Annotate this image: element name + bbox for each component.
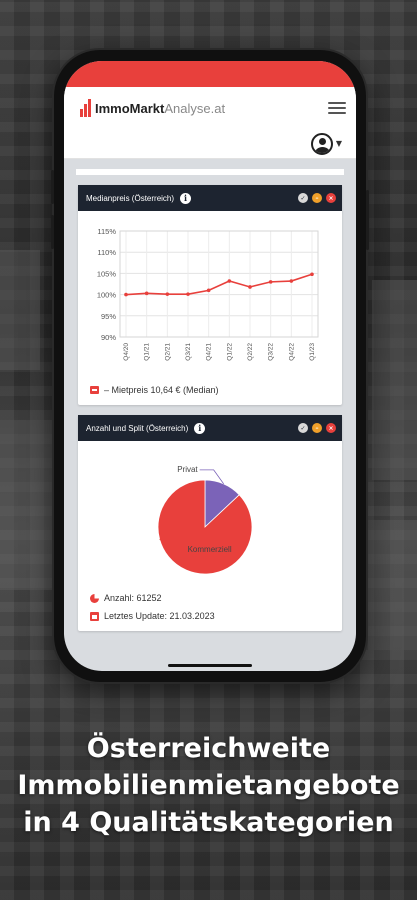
data-point <box>268 280 273 284</box>
count-row: Anzahl: 61252 <box>90 589 330 607</box>
card-controls: ✓ – × <box>298 423 336 433</box>
pie-leader-line <box>199 469 224 485</box>
check-icon[interactable]: ✓ <box>298 193 308 203</box>
pie-chart: Privat Kommerziell <box>78 441 334 589</box>
pie-label: Privat <box>177 465 198 474</box>
top-card-edge <box>76 169 344 175</box>
chevron-down-icon[interactable]: ▼ <box>335 139 342 148</box>
logo-text: ImmoMarktAnalyse.at <box>95 101 225 116</box>
caption-line-3: in 4 Qualitätskategorien <box>23 807 394 838</box>
info-icon[interactable]: i <box>194 422 206 434</box>
y-tick-label: 110% <box>97 248 116 257</box>
card-title-text: Anzahl und Split (Österreich) <box>86 423 189 433</box>
data-point <box>248 285 252 289</box>
home-indicator[interactable] <box>168 664 252 667</box>
data-point <box>144 291 149 296</box>
x-tick-label: Q1/22 <box>226 343 233 361</box>
background-building <box>372 280 417 480</box>
pie-chart-svg: Privat Kommerziell <box>157 465 253 575</box>
data-point <box>124 292 128 297</box>
background-building <box>368 520 417 650</box>
data-point <box>227 279 232 283</box>
x-tick-label: Q4/20 <box>123 343 130 361</box>
series-line <box>125 273 313 296</box>
data-point <box>206 288 211 293</box>
status-bar <box>64 61 356 87</box>
data-point <box>186 292 190 296</box>
check-icon[interactable]: ✓ <box>298 423 308 433</box>
avatar-icon[interactable] <box>310 132 333 155</box>
caption-line-2: Immobilienmietangebote <box>17 770 400 801</box>
line-chart-svg: 90% 95% 100% 105% 110% 115% Q4/20 Q1/21 Q2/21 Q3/… <box>97 227 319 361</box>
x-tick-label: Q4/22 <box>288 343 295 361</box>
dashboard-content: Medianpreis (Österreich) i ✓ – × 90% 95% 1… <box>64 159 356 631</box>
phone-power-button <box>366 190 369 250</box>
y-tick-label: 95% <box>101 312 116 321</box>
count-text: Anzahl: 61252 <box>104 593 162 603</box>
count-split-card: Anzahl und Split (Österreich) i ✓ – × Pr… <box>78 415 342 631</box>
info-icon[interactable]: i <box>180 192 192 204</box>
data-point <box>310 272 314 277</box>
update-text: Letztes Update: 21.03.2023 <box>104 611 215 621</box>
y-tick-label: 90% <box>101 333 116 342</box>
x-tick-label: Q4/21 <box>206 343 213 361</box>
phone-screen: ImmoMarktAnalyse.at ▼ Medianpreis (Öster… <box>64 61 356 671</box>
pie-leader-line <box>159 538 186 550</box>
median-price-card: Medianpreis (Österreich) i ✓ – × 90% 95% 1… <box>78 185 342 405</box>
phone-side-button <box>51 170 54 204</box>
line-chart: 90% 95% 100% 105% 110% 115% Q4/20 Q1/21 Q2/21 Q3/… <box>78 211 334 381</box>
logo-text-bold: ImmoMarkt <box>95 100 165 116</box>
x-tick-label: Q2/22 <box>247 343 254 361</box>
data-point <box>289 279 294 283</box>
card-controls: ✓ – × <box>298 193 336 203</box>
card-header: Medianpreis (Österreich) i ✓ – × <box>78 185 342 211</box>
x-tick-label: Q2/21 <box>164 343 171 361</box>
x-tick-label: Q1/21 <box>144 343 151 361</box>
stats-list: Anzahl: 61252 Letztes Update: 21.03.2023 <box>78 589 342 631</box>
background-building <box>0 420 52 590</box>
calendar-icon <box>90 611 99 621</box>
chart-legend: – Mietpreis 10,64 € (Median) <box>78 381 342 405</box>
phone-frame: ImmoMarktAnalyse.at ▼ Medianpreis (Öster… <box>51 50 369 682</box>
close-icon[interactable]: × <box>326 193 336 203</box>
background-building <box>0 250 40 370</box>
plot-border <box>119 230 319 338</box>
minimize-icon[interactable]: – <box>312 423 322 433</box>
promo-caption: Österreichweite Immobilienmietangebote i… <box>0 730 417 841</box>
minimize-icon[interactable]: – <box>312 193 322 203</box>
update-row: Letztes Update: 21.03.2023 <box>90 607 330 625</box>
x-tick-label: Q1/23 <box>309 343 316 361</box>
data-point <box>165 292 170 296</box>
user-row: ▼ <box>64 129 356 159</box>
pie-slice <box>157 479 253 575</box>
card-title: Medianpreis (Österreich) i <box>86 192 192 204</box>
caption-line-1: Österreichweite <box>86 733 331 764</box>
phone-side-button <box>51 215 54 249</box>
card-title: Anzahl und Split (Österreich) i <box>86 422 206 434</box>
x-tick-label: Q3/22 <box>268 343 275 361</box>
app-header: ImmoMarktAnalyse.at <box>64 87 356 129</box>
x-tick-label: Q3/21 <box>185 343 192 361</box>
y-tick-label: 100% <box>97 291 117 300</box>
pie-chart-icon <box>90 593 99 603</box>
app-logo[interactable]: ImmoMarktAnalyse.at <box>80 99 225 117</box>
card-header: Anzahl und Split (Österreich) i ✓ – × <box>78 415 342 441</box>
hamburger-menu-icon[interactable] <box>328 102 346 114</box>
y-tick-label: 105% <box>97 269 117 278</box>
y-tick-label: 115% <box>97 227 116 236</box>
close-icon[interactable]: × <box>326 423 336 433</box>
card-title-text: Medianpreis (Österreich) <box>86 193 175 203</box>
pie-label: Kommerziell <box>188 545 232 554</box>
chart-legend-text: – Mietpreis 10,64 € (Median) <box>104 385 219 395</box>
logo-text-light: Analyse.at <box>164 100 226 116</box>
logo-bars-icon <box>80 99 91 117</box>
chart-legend-icon <box>90 386 99 394</box>
